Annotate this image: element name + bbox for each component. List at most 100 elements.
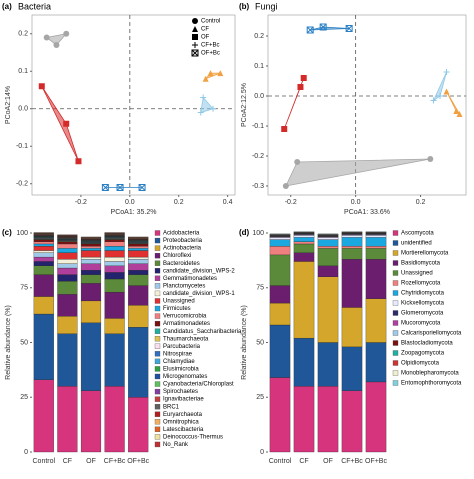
legend-swatch <box>154 373 161 380</box>
bar-segment <box>80 245 102 249</box>
legend-swatch <box>154 426 161 432</box>
bar-segment <box>57 386 78 453</box>
legend-label: Planctomycetes <box>163 283 205 289</box>
marker-shape <box>282 183 289 189</box>
bar-segment <box>33 313 54 380</box>
y-tick-label: 0.1 <box>18 68 28 75</box>
legend-label: Proteobacteria <box>163 238 203 244</box>
bar-segment <box>128 274 149 286</box>
bar-segment <box>269 237 291 240</box>
bar-segment <box>33 274 54 297</box>
bar-segment <box>57 259 78 264</box>
point <box>319 23 327 31</box>
point <box>209 105 216 112</box>
point <box>38 83 45 90</box>
group-hull <box>41 86 79 162</box>
bar-segment <box>365 248 387 260</box>
x-tick-label: CF+Bc <box>104 458 126 465</box>
y-axis-title: Relative abundance (%) <box>241 305 248 380</box>
y-tick-label: 0 <box>24 449 28 456</box>
bar-segment <box>80 390 102 453</box>
group-hull <box>432 71 447 102</box>
bar-segment <box>104 386 125 453</box>
bar-segment <box>57 274 78 282</box>
legend-label: Ascomycota <box>401 231 434 237</box>
panel-label: (b) <box>239 2 250 11</box>
legend-label: Euryarchaeota <box>163 412 203 418</box>
legend-swatch <box>154 396 161 402</box>
point <box>282 183 289 189</box>
bar-segment <box>365 245 387 249</box>
marker-shape <box>300 75 307 81</box>
bar-segment <box>80 322 102 391</box>
bar-segment <box>80 256 102 260</box>
bar-segment <box>57 241 78 245</box>
y-tick-label: -0.2 <box>16 181 28 188</box>
x-tick-label: 0.0 <box>125 199 135 206</box>
panel-title: Bacteria <box>18 1 51 11</box>
bar-segment <box>33 250 54 253</box>
bar-segment <box>128 245 149 249</box>
bar-segment <box>33 241 54 245</box>
bar-segment <box>128 259 149 264</box>
x-tick-label: -0.2 <box>285 199 297 206</box>
bar-segment <box>80 250 102 258</box>
marker-shape <box>281 126 288 132</box>
bar-segment <box>57 294 78 317</box>
bar-segment <box>365 235 387 238</box>
point <box>294 159 301 165</box>
x-tick-label: CF <box>299 458 308 465</box>
point <box>53 42 60 48</box>
y-axis-title: Relative abundance (%) <box>5 305 12 380</box>
x-tick-label: OF+Bc <box>127 458 149 465</box>
bar-segment <box>341 259 363 308</box>
y-tick-label: 0 <box>260 449 264 456</box>
x-axis-title: PCoA1: 35.2% <box>111 209 157 216</box>
y-tick-label: 0.0 <box>254 93 264 100</box>
marker-shape <box>63 120 70 127</box>
x-tick-label: CF+Bc <box>341 458 363 465</box>
x-tick-label: Control <box>33 458 56 465</box>
y-axis-title: PCoA2:14% <box>5 86 12 124</box>
legend-swatch <box>154 268 161 274</box>
bar-segment <box>317 265 339 277</box>
bar-segment <box>57 243 78 249</box>
legend-label: CF+Bc <box>201 43 220 49</box>
legend-label: Spirochaetes <box>163 389 198 395</box>
marker-shape <box>43 34 50 41</box>
bar-segment <box>317 386 339 453</box>
point <box>200 94 207 101</box>
y-tick-label: -0.3 <box>252 183 264 190</box>
marker-shape <box>192 42 198 48</box>
bar-segment <box>341 307 363 348</box>
point <box>456 111 463 117</box>
bar-segment <box>269 239 291 247</box>
x-tick-label: 0.4 <box>223 199 233 206</box>
point <box>192 26 198 32</box>
bar-segment <box>128 250 149 258</box>
legend-label: Glomeromycota <box>401 311 444 317</box>
bar-segment <box>33 256 54 262</box>
point <box>430 97 437 104</box>
marker-shape <box>138 184 146 191</box>
y-tick-label: 75 <box>256 285 264 292</box>
marker-shape <box>294 159 301 165</box>
legend-label: Armatimonadetes <box>163 321 210 327</box>
legend-swatch <box>154 230 161 236</box>
legend-label: Parcubacteria <box>163 344 201 350</box>
point <box>101 184 109 191</box>
marker-shape <box>319 23 327 31</box>
bar-segment <box>33 243 54 247</box>
marker-shape <box>200 94 207 101</box>
bar-segment <box>80 270 102 275</box>
legend-label: Chloroflexi <box>163 253 191 259</box>
marker-shape <box>197 109 204 116</box>
legend-label: Unassigned <box>401 271 433 277</box>
legend-swatch <box>154 290 161 297</box>
bar-segment <box>365 342 387 383</box>
bar-segment <box>104 318 125 334</box>
legend-swatch <box>392 280 399 286</box>
marker-shape <box>101 184 109 191</box>
bar-segment <box>128 305 149 328</box>
legend-label: OF+Bc <box>201 51 220 57</box>
